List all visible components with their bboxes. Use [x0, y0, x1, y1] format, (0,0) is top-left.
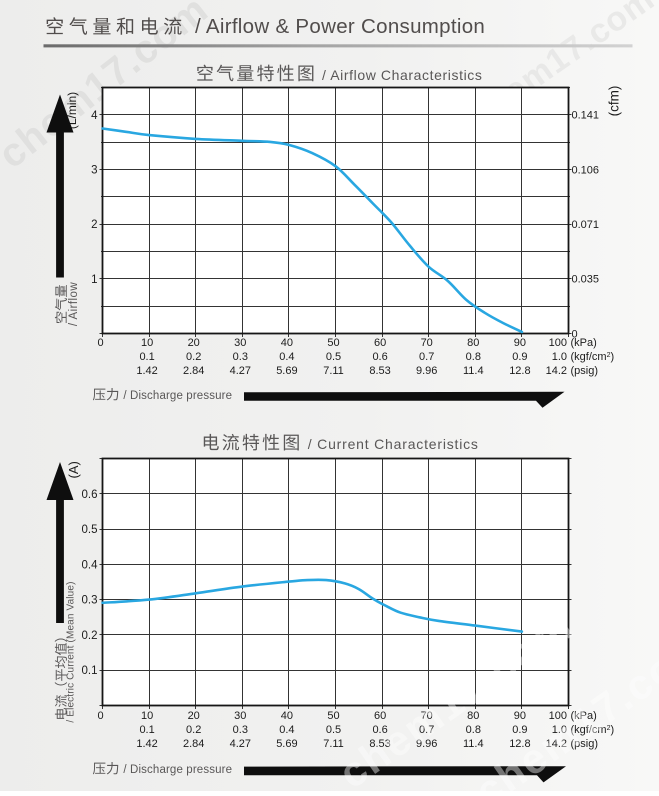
svg-text:0.1: 0.1 — [139, 724, 154, 736]
svg-text:(kPa): (kPa) — [571, 337, 597, 349]
svg-text:2.84: 2.84 — [183, 738, 204, 750]
svg-text:(cfm): (cfm) — [607, 86, 622, 117]
svg-text:0: 0 — [97, 710, 103, 722]
svg-text:7.11: 7.11 — [323, 365, 344, 377]
svg-text:(psig): (psig) — [571, 738, 599, 750]
svg-text:11.4: 11.4 — [463, 365, 484, 377]
svg-text:0.4: 0.4 — [82, 559, 99, 571]
svg-text:0.4: 0.4 — [279, 351, 294, 363]
svg-text:100: 100 — [549, 337, 567, 349]
svg-text:(kgf/cm2): (kgf/cm2) — [571, 724, 615, 736]
svg-text:70: 70 — [421, 710, 433, 722]
svg-text:0.5: 0.5 — [82, 524, 98, 536]
svg-text:0.071: 0.071 — [572, 219, 600, 231]
svg-text:1.0: 1.0 — [552, 351, 567, 363]
svg-text:0.4: 0.4 — [279, 724, 294, 736]
svg-text:0.141: 0.141 — [572, 110, 600, 122]
svg-text:10: 10 — [141, 710, 153, 722]
svg-text:0.7: 0.7 — [419, 351, 434, 363]
svg-text:2: 2 — [91, 219, 97, 231]
svg-text:14.2: 14.2 — [546, 738, 567, 750]
svg-text:/ Airflow Characteristics: / Airflow Characteristics — [322, 67, 482, 83]
svg-text:0.2: 0.2 — [186, 351, 201, 363]
svg-text:4.27: 4.27 — [230, 365, 251, 377]
svg-text:40: 40 — [281, 710, 293, 722]
svg-text:0.1: 0.1 — [82, 665, 98, 677]
svg-text:(kPa): (kPa) — [571, 710, 597, 722]
svg-text:(psig): (psig) — [571, 365, 599, 377]
svg-text:3: 3 — [91, 165, 97, 177]
svg-text:4.27: 4.27 — [230, 738, 251, 750]
svg-text:0.6: 0.6 — [372, 724, 387, 736]
svg-text:0.3: 0.3 — [233, 351, 248, 363]
svg-text:0.7: 0.7 — [419, 724, 434, 736]
svg-text:4: 4 — [91, 110, 98, 122]
svg-text:11.4: 11.4 — [463, 738, 484, 750]
svg-text:90: 90 — [514, 710, 526, 722]
svg-text:0.1: 0.1 — [139, 351, 154, 363]
svg-text:/ Discharge pressure: / Discharge pressure — [123, 764, 232, 776]
svg-text:/ Airflow & Power Consumption: / Airflow & Power Consumption — [195, 15, 485, 38]
svg-text:14.2: 14.2 — [546, 365, 567, 377]
svg-text:7.11: 7.11 — [323, 738, 344, 750]
svg-text:80: 80 — [467, 337, 479, 349]
svg-text:50: 50 — [327, 337, 339, 349]
svg-text:30: 30 — [234, 710, 246, 722]
svg-text:0.5: 0.5 — [326, 351, 341, 363]
svg-text:60: 60 — [374, 337, 386, 349]
svg-text:0.3: 0.3 — [82, 595, 98, 607]
svg-text:90: 90 — [514, 337, 526, 349]
svg-text:(A): (A) — [66, 461, 81, 478]
svg-text:0.035: 0.035 — [572, 274, 600, 286]
svg-text:1.42: 1.42 — [136, 738, 157, 750]
svg-text:0.9: 0.9 — [512, 351, 527, 363]
svg-text:1.0: 1.0 — [552, 724, 567, 736]
svg-text:0.106: 0.106 — [572, 164, 600, 176]
svg-text:10: 10 — [141, 337, 153, 349]
svg-text:0.2: 0.2 — [186, 724, 201, 736]
svg-text:50: 50 — [327, 710, 339, 722]
svg-text:8.53: 8.53 — [369, 738, 390, 750]
svg-text:/ Electric Current (Mean Value: / Electric Current (Mean Value) — [66, 581, 77, 722]
svg-text:0: 0 — [97, 337, 103, 349]
svg-text:0: 0 — [572, 328, 578, 340]
svg-text:0.9: 0.9 — [512, 724, 527, 736]
svg-text:60: 60 — [374, 710, 386, 722]
svg-text:20: 20 — [188, 710, 200, 722]
svg-text:100: 100 — [549, 710, 567, 722]
svg-text:40: 40 — [281, 337, 293, 349]
svg-text:30: 30 — [234, 337, 246, 349]
svg-text:20: 20 — [188, 337, 200, 349]
svg-text:0.8: 0.8 — [466, 351, 481, 363]
svg-text:9.96: 9.96 — [416, 365, 437, 377]
svg-text:0.6: 0.6 — [372, 351, 387, 363]
svg-text:70: 70 — [421, 337, 433, 349]
svg-text:1.42: 1.42 — [136, 365, 157, 377]
svg-text:80: 80 — [467, 710, 479, 722]
svg-text:/ Current Characteristics: / Current Characteristics — [308, 436, 479, 452]
svg-text:2.84: 2.84 — [183, 365, 204, 377]
svg-text:0.2: 0.2 — [82, 630, 98, 642]
svg-text:9.96: 9.96 — [416, 738, 437, 750]
svg-text:/ Airflow: / Airflow — [68, 282, 80, 327]
svg-text:/ Discharge pressure: / Discharge pressure — [123, 390, 232, 402]
svg-text:12.8: 12.8 — [509, 365, 530, 377]
svg-text:8.53: 8.53 — [369, 365, 390, 377]
svg-text:0.8: 0.8 — [466, 724, 481, 736]
svg-text:5.69: 5.69 — [276, 738, 297, 750]
svg-text:0.3: 0.3 — [233, 724, 248, 736]
svg-text:0.5: 0.5 — [326, 724, 341, 736]
svg-text:12.8: 12.8 — [509, 738, 530, 750]
svg-text:5.69: 5.69 — [276, 365, 297, 377]
svg-text:1: 1 — [91, 274, 97, 286]
svg-text:(kgf/cm2): (kgf/cm2) — [571, 351, 615, 363]
svg-text:0.6: 0.6 — [82, 489, 98, 501]
